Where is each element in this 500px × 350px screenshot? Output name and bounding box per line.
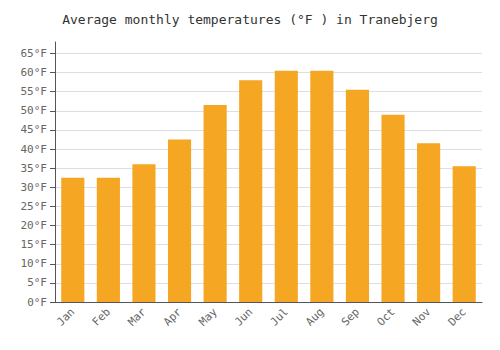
svg-text:25°F: 25°F [21, 200, 48, 213]
svg-text:60°F: 60°F [21, 66, 48, 79]
svg-text:50°F: 50°F [21, 104, 48, 117]
svg-text:Dec: Dec [446, 305, 469, 328]
svg-text:Average monthly temperatures (: Average monthly temperatures (°F ) in Tr… [62, 12, 438, 27]
svg-text:Feb: Feb [90, 305, 113, 328]
svg-text:10°F: 10°F [21, 257, 48, 270]
svg-text:65°F: 65°F [21, 47, 48, 60]
svg-text:20°F: 20°F [21, 219, 48, 232]
svg-text:40°F: 40°F [21, 143, 48, 156]
svg-text:Mar: Mar [125, 305, 148, 328]
svg-text:45°F: 45°F [21, 123, 48, 136]
svg-text:5°F: 5°F [27, 276, 47, 289]
svg-text:Jul: Jul [268, 305, 291, 328]
svg-text:15°F: 15°F [21, 238, 48, 251]
svg-text:Oct: Oct [374, 305, 397, 328]
svg-text:Sep: Sep [339, 305, 362, 328]
svg-text:Jan: Jan [54, 305, 77, 328]
svg-text:Aug: Aug [303, 305, 326, 328]
svg-text:55°F: 55°F [21, 85, 48, 98]
svg-text:35°F: 35°F [21, 162, 48, 175]
svg-text:Nov: Nov [410, 305, 433, 328]
svg-text:Jun: Jun [232, 305, 255, 328]
svg-text:Apr: Apr [161, 305, 184, 328]
svg-text:May: May [196, 305, 219, 328]
svg-text:0°F: 0°F [27, 296, 47, 309]
svg-text:30°F: 30°F [21, 181, 48, 194]
